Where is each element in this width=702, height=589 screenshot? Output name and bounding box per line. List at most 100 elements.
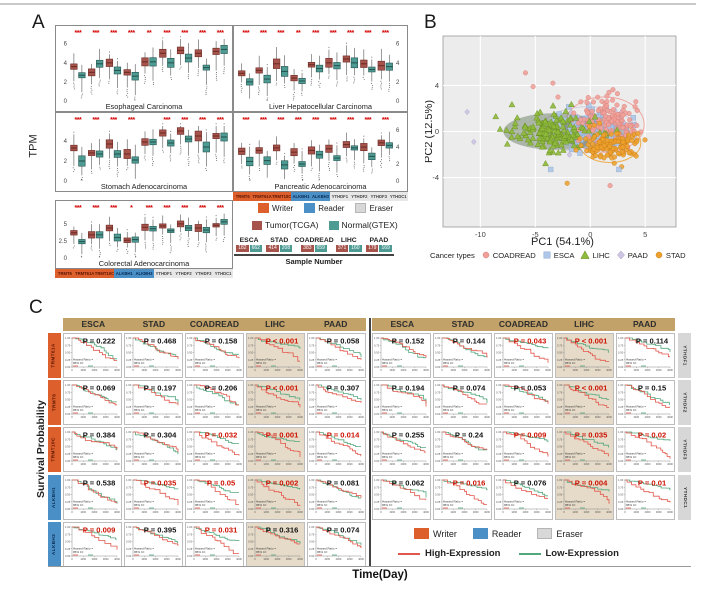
km-plot: 1.00 0.75 0.50 0.25 0.000 1000 2000 3000 4000 Haz… [618,383,673,419]
x-tick-label: 0 [502,510,504,514]
stad-point [624,143,630,149]
column-header-paad: PAAD [632,319,657,329]
x-tick-label: 4000 [114,368,120,372]
coadread-point [550,80,556,86]
km-cell-ythdf3-paad: 1.00 0.75 0.50 0.25 0.00 0 1000 2000 3000 4000 Haz… [616,427,675,473]
sample-counts: 182 662 [234,245,264,252]
outlier [169,160,172,162]
lihc-point [562,107,570,114]
survival-curve [625,337,670,358]
ci-text: 95% CI: [565,455,576,459]
survival-curve [194,431,239,445]
x-tick-label: 2000 [214,557,220,561]
p-value: P = 0.05 [207,478,236,487]
x-tick-label: 4000 [175,510,181,514]
lihc-point [559,123,567,130]
p-value: P = 0.15 [638,384,667,393]
outlier [108,130,110,132]
p-value: P = 0.035 [144,478,177,487]
x-tick-label: 4000 [297,368,303,372]
km-cell-ythdf3-coadread: 1.00 0.75 0.50 0.25 0.00 0 1000 2000 3000 4000 Haz… [494,427,553,473]
y-tick-label: 0.75 [187,438,193,442]
y-tick-label: 0.75 [65,532,71,536]
lihc-point [538,125,546,132]
outlier [215,75,218,77]
y-tick-label: 0.25 [309,358,315,362]
outlier [144,159,146,161]
hazard-ratio-text: Hazard Ratio = [382,452,402,456]
x-tick-label: 3000 [347,510,353,514]
x-tick-label: 2000 [153,557,159,561]
km-cell-trmt10c-paad: 1.00 0.75 0.50 0.25 0.00 0 1000 2000 3000 4000 Haz… [307,427,366,473]
stad-point [601,143,607,149]
legend-label: Low-Expression [545,548,619,559]
y-tick-label: 0.75 [618,343,624,347]
outlier [144,247,147,249]
outlier [388,90,390,92]
x-tick-label: 0 [563,462,565,466]
y-tick-label: 0.50 [65,445,71,449]
p-value: P = 0.206 [205,384,238,393]
marker-glyph [655,251,663,259]
x-tick-label: 2000 [275,462,281,466]
km-cell-ythdc1-lihc: 1.00 0.75 0.50 0.25 0.00 0 1000 2000 3000 4000 Haz… [555,474,614,520]
y-tick-label: 0.00 [618,365,624,369]
gene-axis-strip: TRMT6 TRMT61A TRMT10C ALKBH1 ALKBH3 YTHDF1 YTH… [55,269,234,278]
y-tick-label: 0.00 [557,412,563,416]
outlier [346,80,348,82]
legend-label: Reader [491,528,522,539]
outlier [180,145,182,147]
x-tick-label: 2000 [584,368,590,372]
y-tick-label: 1.00 [435,336,441,340]
top-rule [0,3,696,5]
pca-legend-item-paad: PAAD [616,250,648,260]
x-tick-label: 2000 [523,462,529,466]
x-tick-label: 0 [71,368,73,372]
y-tick-label: 0.75 [496,485,502,489]
outlier [293,170,295,172]
coadread-point [585,94,591,101]
x-tick-label: 0 [315,557,317,561]
outlier [328,167,330,169]
column-header-stad: STAD [451,319,475,329]
lihc-point [520,129,528,136]
y-tick-label: 0.25 [435,452,441,456]
outlier [170,76,172,79]
sample-col-header: ESCA [239,237,259,244]
x-tick-label: 0 [441,510,443,514]
km-plot: 1.00 0.75 0.50 0.25 0.000 1000 2000 3000 4000 Haz… [374,336,429,372]
block-divider [369,318,371,566]
km-cell-ythdf1-lihc: 1.00 0.75 0.50 0.25 0.00 0 1000 2000 3000 4000 Haz… [555,333,614,378]
outlier [127,167,129,169]
y-tick-label: 0.50 [435,351,441,355]
coadread-point [627,117,633,123]
y-tick-label: 0.25 [248,547,254,551]
y-tick-label: 0.75 [557,343,563,347]
outlier [215,156,217,158]
outlier [223,158,225,160]
survival-curve [625,384,670,408]
marker-glyph [543,251,551,259]
y-tick-label: 0.00 [374,412,380,416]
km-cell-alkbh3-paad: 1.00 0.75 0.50 0.25 0.00 0 1000 2000 3000 4000 Haz… [307,521,366,567]
y-tick-label: 0.50 [187,492,193,496]
hazard-ratio-text: Hazard Ratio = [504,499,524,503]
survival-curve [381,384,427,407]
y-tick-label: 0.50 [435,398,441,402]
x-tick-label: 4000 [545,510,551,514]
outlier [117,171,119,173]
y-tick-label: 0.50 [557,351,563,355]
x-tick-label: 2000 [645,415,651,419]
outlier [362,76,364,79]
outlier [371,56,373,58]
boxplot-pancreatic-adenocarcinoma: 0 2 4 6 *** *** *** *** *** *** *** *** *** Pancreati… [233,112,408,192]
outlier [126,248,128,251]
gene-label-alkbh3: ALKBH3 [134,269,154,278]
x-tick-label: 2000 [92,462,98,466]
outlier [126,89,128,91]
marker-glyph [580,250,591,259]
x-tick-label: 3000 [595,415,601,419]
km-plot: 1.00 0.75 0.50 0.25 0.000 1000 2000 3000 4000 Haz… [435,478,490,514]
y-tick-label: 1.00 [309,383,315,387]
